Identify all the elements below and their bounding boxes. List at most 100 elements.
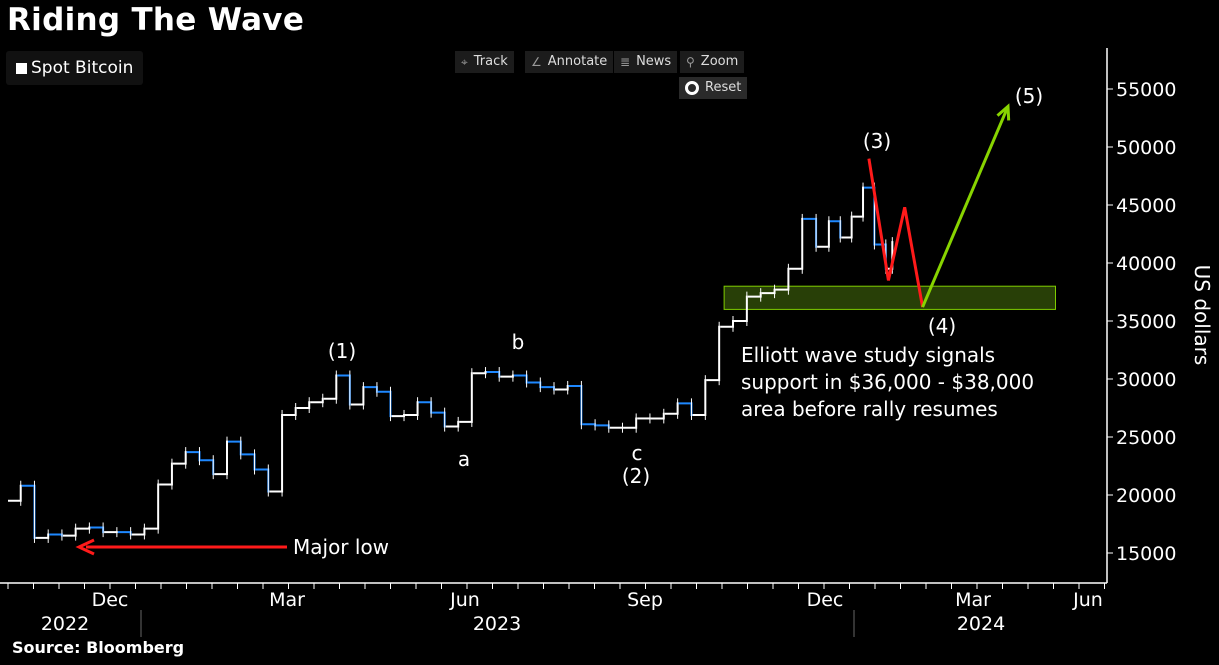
price-segment — [432, 411, 446, 428]
legend-label: Spot Bitcoin — [31, 58, 134, 78]
price-segment — [337, 374, 351, 406]
price-segment — [706, 325, 721, 382]
price-segment — [49, 533, 63, 537]
y-tick-label: 40000 — [1116, 253, 1176, 275]
note-line-3: area before rally resumes — [741, 397, 998, 421]
magnifier-icon: ⚲ — [686, 55, 695, 69]
y-tick-label: 30000 — [1116, 369, 1176, 391]
price-segment — [186, 451, 201, 462]
annotate-label: Annotate — [547, 54, 608, 69]
wave-label-3: (3) — [863, 129, 891, 153]
note-line-1: Elliott wave study signals — [741, 343, 995, 367]
crosshair-icon: ⌖ — [461, 55, 468, 69]
price-segment — [172, 451, 187, 465]
price-segment — [817, 220, 830, 248]
price-segment — [283, 407, 297, 416]
track-label: Track — [473, 54, 508, 69]
news-button[interactable]: ≣ News — [614, 51, 678, 73]
price-segment — [852, 186, 865, 218]
price-segment — [527, 381, 542, 389]
y-tick-label: 20000 — [1116, 485, 1176, 507]
x-tick-label: Jun — [1072, 589, 1103, 611]
price-segment — [692, 379, 707, 416]
major-low-label: Major low — [293, 535, 389, 559]
price-segment — [200, 459, 215, 476]
axes: 15000 20000 25000 30000 35000 40000 45000 50000… — [0, 48, 1176, 611]
price-segment — [76, 526, 91, 530]
price-segment — [720, 320, 735, 328]
price-segment — [555, 384, 569, 391]
price-segment — [8, 484, 22, 502]
wave-4-projection — [867, 158, 925, 308]
x-tick-label: Dec — [92, 589, 129, 611]
wave-5-projection — [921, 105, 1010, 308]
major-low-arrowhead — [75, 538, 95, 556]
price-segment — [21, 484, 36, 539]
price-segment — [486, 371, 501, 378]
source-note: Source: Bloomberg — [12, 638, 185, 657]
price-segment — [459, 372, 473, 423]
price-segment — [513, 374, 528, 384]
price-segment — [131, 527, 146, 536]
price-segment — [117, 531, 132, 536]
x-tick-label: Jun — [449, 589, 480, 611]
y-tick-label: 15000 — [1116, 543, 1176, 565]
wave-label-2: (2) — [622, 464, 650, 488]
price-segment — [789, 217, 804, 270]
wave-5-arrowhead — [996, 103, 1011, 121]
reset-icon — [685, 81, 699, 95]
price-segment — [269, 413, 284, 493]
price-segment — [377, 390, 392, 418]
note-line-2: support in $36,000 - $38,000 — [741, 370, 1034, 394]
price-segment — [310, 397, 324, 404]
wave-label-b: b — [512, 330, 525, 354]
price-segment — [472, 371, 487, 375]
zoom-label: Zoom — [700, 54, 739, 69]
price-segment — [678, 402, 693, 416]
legend-item-spot-bitcoin[interactable]: Spot Bitcoin — [6, 51, 144, 85]
newspaper-icon: ≣ — [620, 55, 631, 69]
x-tick-label: Sep — [627, 589, 663, 611]
price-segment — [418, 401, 433, 414]
price-segment — [35, 533, 50, 539]
price-segment — [391, 413, 406, 418]
price-segment — [62, 527, 77, 537]
price-segment — [803, 217, 818, 248]
price-segment — [323, 374, 338, 400]
pencil-icon: ∠ — [531, 55, 542, 69]
wave-label-c: c — [632, 441, 643, 465]
price-segment — [623, 417, 638, 429]
price-segment — [255, 468, 270, 493]
price-segment — [568, 384, 583, 426]
y-tick-label: 25000 — [1116, 427, 1176, 449]
price-segment — [228, 440, 242, 456]
year-label-2022: 2022 — [41, 613, 89, 635]
track-button[interactable]: ⌖ Track — [455, 51, 514, 73]
y-axis-label: US dollars — [1190, 265, 1214, 366]
price-segment — [829, 220, 842, 239]
zoom-button[interactable]: ⚲ Zoom — [680, 51, 745, 73]
wave-label-a: a — [458, 447, 470, 471]
news-label: News — [636, 54, 672, 69]
price-segment — [541, 386, 555, 391]
year-label-2023: 2023 — [473, 613, 521, 635]
legend-swatch — [16, 62, 27, 74]
price-series — [8, 182, 894, 543]
wave-projection — [867, 103, 1011, 308]
price-segment — [296, 401, 311, 409]
price-segment — [214, 440, 228, 476]
x-tick-label: Mar — [269, 589, 305, 611]
price-segment — [405, 401, 419, 416]
support-zone-rect — [723, 285, 1056, 310]
price-segment — [90, 526, 105, 534]
y-tick-label: 45000 — [1116, 195, 1176, 217]
price-segment — [596, 424, 610, 429]
price-segment — [664, 402, 679, 415]
annotate-button[interactable]: ∠ Annotate — [525, 51, 614, 73]
reset-label: Reset — [705, 80, 742, 95]
price-segment — [500, 374, 514, 378]
price-segment — [145, 483, 160, 530]
reset-button[interactable]: Reset — [679, 77, 748, 99]
year-label-2024: 2024 — [957, 613, 1005, 635]
